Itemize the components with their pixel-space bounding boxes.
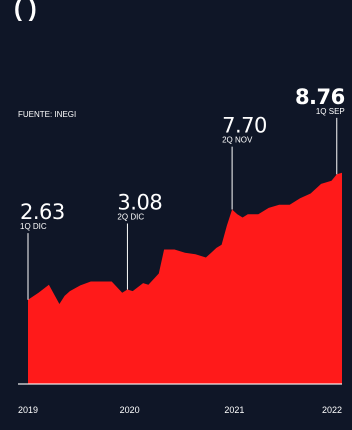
annotation-date: 2Q DIC (117, 213, 144, 222)
source-note: FUENTE: INEGI (18, 110, 76, 119)
annotation-value: 2.63 (20, 200, 65, 224)
area-series-0 (28, 172, 342, 384)
x-tick-label: 2020 (120, 405, 140, 415)
annotation-date: 2Q NOV (222, 136, 253, 145)
annotation-value: 3.08 (117, 191, 162, 215)
x-tick-label: 2021 (224, 405, 244, 415)
annotation-date: 1Q DIC (20, 222, 47, 231)
annotation-value: 7.70 (222, 114, 267, 138)
annotation-value: 8.76 (295, 85, 345, 109)
x-tick-label: 2019 (18, 405, 38, 415)
annotation-date: 1Q SEP (316, 107, 345, 116)
x-tick-label: 2022 (322, 405, 342, 415)
headline: ( ) (14, 0, 37, 22)
